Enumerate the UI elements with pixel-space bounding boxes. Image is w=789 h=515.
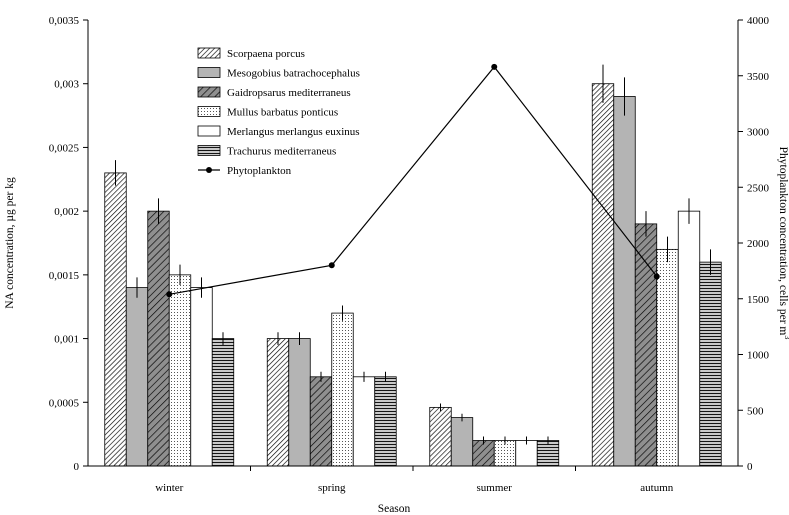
y-tick-label: 0	[74, 461, 80, 473]
bar	[450, 417, 474, 467]
y2-axis-title-sup: 3	[783, 335, 789, 339]
legend-swatch	[197, 67, 221, 78]
y-tick-label: 0,001	[54, 334, 79, 346]
plot-area	[104, 63, 722, 467]
legend-label: Merlangus merlangus euxinus	[227, 126, 360, 138]
y-tick-label: 0,0035	[49, 15, 80, 27]
y2-tick-label: 1000	[747, 350, 770, 362]
x-axis-title: Season	[378, 503, 411, 515]
legend-swatch	[197, 106, 221, 117]
y-tick-label: 0,002	[54, 206, 79, 218]
bar	[374, 376, 397, 467]
y2-tick-label: 2000	[747, 238, 770, 250]
bar	[699, 261, 722, 467]
y2-tick-label: 3500	[747, 71, 770, 83]
legend-label: Phytoplankton	[227, 165, 292, 177]
bar	[677, 210, 701, 467]
legend-label: Mullus barbatus ponticus	[227, 107, 338, 119]
bar	[125, 287, 149, 467]
legend-label: Gaidropsarus mediterraneus	[227, 87, 351, 99]
y-axis-title: NA concentration, µg per kg	[4, 177, 16, 309]
y-tick-label: 0,0005	[49, 397, 80, 409]
bar	[591, 83, 615, 467]
legend-swatch	[197, 145, 221, 156]
x-tick-label: summer	[477, 482, 513, 494]
bar	[352, 376, 376, 467]
y2-tick-label: 4000	[747, 15, 770, 27]
y-tick-label: 0,003	[54, 79, 79, 91]
bar	[656, 248, 679, 467]
bar	[613, 96, 636, 467]
legend-label: Trachurus mediterraneus	[227, 146, 336, 158]
x-tick-label: autumn	[640, 482, 673, 494]
phytoplankton-point	[491, 63, 498, 70]
legend-label: Scorpaena porcus	[227, 48, 305, 60]
legend-line-marker	[206, 167, 212, 173]
legend-swatch	[197, 47, 221, 59]
phytoplankton-line-layer	[166, 63, 660, 298]
phytoplankton-point	[328, 262, 335, 269]
phytoplankton-line	[169, 65, 658, 295]
bar	[634, 223, 658, 467]
y2-axis-title: Phytoplankton concentration, cells per m…	[777, 147, 789, 340]
bars-layer	[104, 64, 722, 467]
legend-swatch	[197, 86, 221, 98]
bar	[331, 312, 354, 467]
y2-axis-title-main: Phytoplankton concentration, cells per m	[777, 147, 789, 336]
legend-label: Mesogobius batrachocephalus	[227, 68, 360, 80]
bar	[309, 376, 333, 467]
y2-tick-label: 500	[747, 405, 764, 417]
axes-layer: 0 0,0005 0,001 0,0015 0,002 0,0025 0,003 0,0035…	[49, 15, 770, 494]
bar	[168, 274, 192, 467]
x-tick-label: spring	[318, 482, 346, 494]
bar	[147, 210, 170, 467]
legend: Scorpaena porcus Mesogobius batrachocepha…	[197, 47, 360, 177]
bar	[429, 406, 452, 467]
legend-swatch	[197, 125, 221, 137]
bar	[266, 338, 290, 467]
phytoplankton-point	[166, 291, 173, 298]
bar	[190, 287, 213, 467]
y-tick-label: 0,0015	[49, 270, 80, 282]
y-tick-label: 0,0025	[49, 142, 80, 154]
phytoplankton-point	[653, 273, 660, 280]
bar	[211, 338, 235, 467]
y2-tick-label: 3000	[747, 127, 770, 139]
bar	[104, 172, 127, 467]
bar	[288, 338, 311, 467]
y2-tick-label: 2500	[747, 182, 770, 194]
x-tick-label: winter	[155, 482, 183, 494]
y2-tick-label: 0	[747, 461, 753, 473]
y2-tick-label: 1500	[747, 294, 770, 306]
